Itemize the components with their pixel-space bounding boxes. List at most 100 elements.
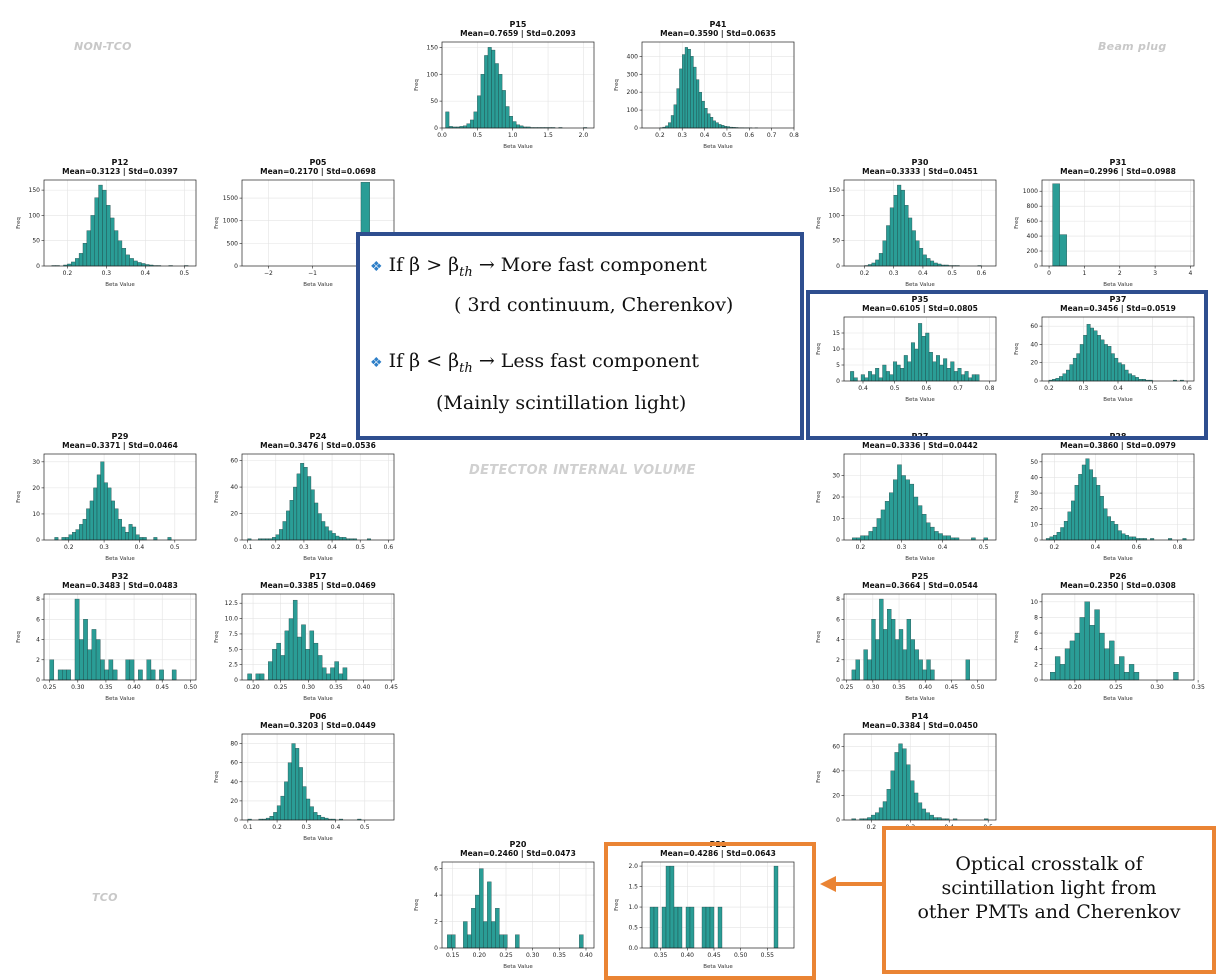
histogram-bar (487, 47, 492, 129)
histogram-bar (171, 669, 177, 681)
histogram-bar (965, 659, 970, 681)
histogram-bar (1053, 535, 1058, 541)
x-axis-label: Beta Value (503, 144, 533, 150)
y-tick-label: 0 (234, 677, 238, 684)
x-tick-label: 2.0 (579, 132, 589, 139)
y-axis-label: Freq (816, 343, 822, 355)
chart-subtitle: Mean=0.3483 | Std=0.0483 (62, 581, 178, 591)
histogram-bar (925, 522, 931, 541)
plot-frame (441, 861, 595, 949)
chart-subtitle: Mean=0.2170 | Std=0.0698 (260, 167, 376, 177)
x-tick-label: 0.25 (43, 684, 57, 691)
histogram-p24: P24 Mean=0.3476 | Std=0.0536 0.1 0.2 0.3 0.4 0… (212, 430, 400, 562)
x-tick-label: 0.5 (180, 270, 190, 277)
y-tick-label: 12.5 (225, 600, 239, 607)
region-label-beam-plug: Beam plug (1098, 40, 1167, 53)
chart-subtitle: Mean=0.2350 | Std=0.0308 (1060, 581, 1176, 591)
y-tick-label: 1000 (223, 218, 238, 225)
x-tick-label: 0.8 (985, 385, 995, 392)
y-tick-label: 40 (1030, 341, 1038, 348)
histogram-bar (292, 599, 298, 681)
plot-frame (843, 593, 997, 681)
histogram-bar (132, 526, 137, 541)
histogram-bar (491, 921, 496, 949)
highlight-frame-p21 (604, 842, 816, 980)
histogram-bar (133, 260, 138, 267)
y-axis-label: Freq (816, 217, 822, 229)
histogram-bar (1081, 464, 1086, 541)
chart-title: P31 (1110, 158, 1127, 167)
y-axis-label: Freq (1014, 217, 1020, 229)
histogram-bar (926, 258, 931, 267)
histogram-bar (61, 537, 66, 541)
y-axis-label: Freq (1014, 343, 1020, 355)
histogram-bar (330, 667, 335, 681)
y-tick-label: 0 (434, 125, 438, 132)
histogram-bar (946, 535, 951, 541)
y-tick-label: 150 (29, 187, 41, 194)
histogram-bar (298, 767, 303, 821)
histogram-p25: P25 Mean=0.3664 | Std=0.0544 0.25 0.30 0.35 0… (814, 570, 1002, 702)
histogram-bar (291, 743, 296, 821)
histogram-bar (515, 934, 520, 949)
x-tick-label: 0.15 (446, 952, 460, 959)
x-tick-label: 0.8 (1173, 544, 1183, 551)
x-tick-label: 0.5 (979, 544, 989, 551)
x-tick-label: 0.6 (977, 270, 987, 277)
histogram-bar (74, 598, 80, 681)
x-tick-label: 0.50 (184, 684, 198, 691)
y-tick-label: 0 (634, 125, 638, 132)
histogram-bar (704, 108, 708, 129)
histogram-bar (114, 508, 119, 541)
y-tick-label: 10 (1030, 521, 1038, 528)
x-tick-label: 0.3 (99, 544, 109, 551)
histogram-bar (313, 642, 319, 681)
histogram-bar (1103, 508, 1108, 541)
histogram-bar (125, 532, 130, 541)
histogram-bar (1074, 485, 1079, 541)
y-tick-label: 1000 (1023, 188, 1038, 195)
histogram-bar (668, 122, 672, 129)
beta-threshold-callout: ❖ If β > βth → More fast component ( 3rd… (356, 232, 804, 440)
histogram-bar (894, 639, 900, 681)
histogram-bar (68, 534, 73, 541)
y-tick-label: 200 (1027, 248, 1039, 255)
histogram-bar (301, 624, 306, 681)
chart-subtitle: Mean=0.3664 | Std=0.0544 (862, 581, 978, 591)
callout-line-less-fast-detail: (Mainly scintillation light) (436, 392, 687, 414)
y-tick-label: 400 (1027, 233, 1039, 240)
y-tick-label: 80 (230, 741, 238, 748)
histogram-bar (89, 500, 94, 541)
histogram-bar (255, 673, 261, 681)
x-tick-label: 0.35 (1191, 684, 1205, 691)
y-tick-label: 30 (832, 473, 840, 480)
x-tick-label: 0.4 (135, 544, 145, 551)
histogram-bar (1060, 527, 1065, 541)
y-tick-label: 10 (32, 511, 40, 518)
histogram-bar (1067, 511, 1072, 541)
histogram-bar (91, 629, 97, 681)
y-tick-label: 4 (434, 892, 438, 899)
histogram-bar (451, 934, 456, 949)
y-axis-label: Freq (614, 79, 620, 91)
histogram-bar (87, 649, 93, 681)
histogram-p37: P37 Mean=0.3456 | Std=0.0519 0.2 0.3 0.4 0.5 0… (1012, 293, 1200, 403)
histogram-bar (284, 630, 290, 681)
x-tick-label: 0.40 (579, 952, 593, 959)
histogram-bar (338, 537, 343, 541)
histogram-bar (1084, 601, 1090, 681)
histogram-bar (910, 780, 915, 821)
y-tick-label: 800 (1027, 203, 1039, 210)
x-tick-label: 0.4 (141, 270, 151, 277)
histogram-bar (324, 526, 329, 541)
y-axis-label: Freq (16, 217, 22, 229)
histogram-bar (310, 489, 315, 541)
more-fast-result: → More fast component (478, 254, 707, 276)
histogram-bar (320, 816, 325, 821)
x-tick-label: 0.2 (64, 544, 74, 551)
x-tick-label: 0.20 (473, 952, 487, 959)
plot-frame (1041, 593, 1195, 681)
